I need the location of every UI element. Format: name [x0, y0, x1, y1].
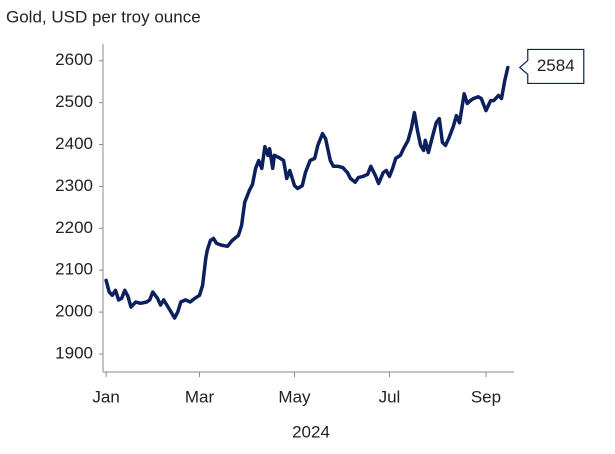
x-tick-label: Jan	[92, 387, 119, 406]
x-tick-label: Sep	[471, 387, 501, 406]
y-tick-label: 2200	[55, 218, 93, 237]
y-tick-label: 2100	[55, 260, 93, 279]
y-tick-label: 2500	[55, 92, 93, 111]
y-tick-label: 2300	[55, 176, 93, 195]
y-tick-label: 2000	[55, 302, 93, 321]
x-tick-label: May	[278, 387, 311, 406]
value-callout	[518, 48, 585, 85]
y-tick-label: 1900	[55, 343, 93, 362]
x-axis-label: 2024	[292, 422, 330, 441]
y-tick-label: 2400	[55, 134, 93, 153]
chart-title: Gold, USD per troy ounce	[6, 7, 201, 26]
value-label: 2584	[537, 56, 575, 75]
x-tick-label: Jul	[379, 387, 401, 406]
x-tick-label: Mar	[185, 387, 215, 406]
y-tick-label: 2600	[55, 50, 93, 69]
line-series	[104, 65, 510, 320]
